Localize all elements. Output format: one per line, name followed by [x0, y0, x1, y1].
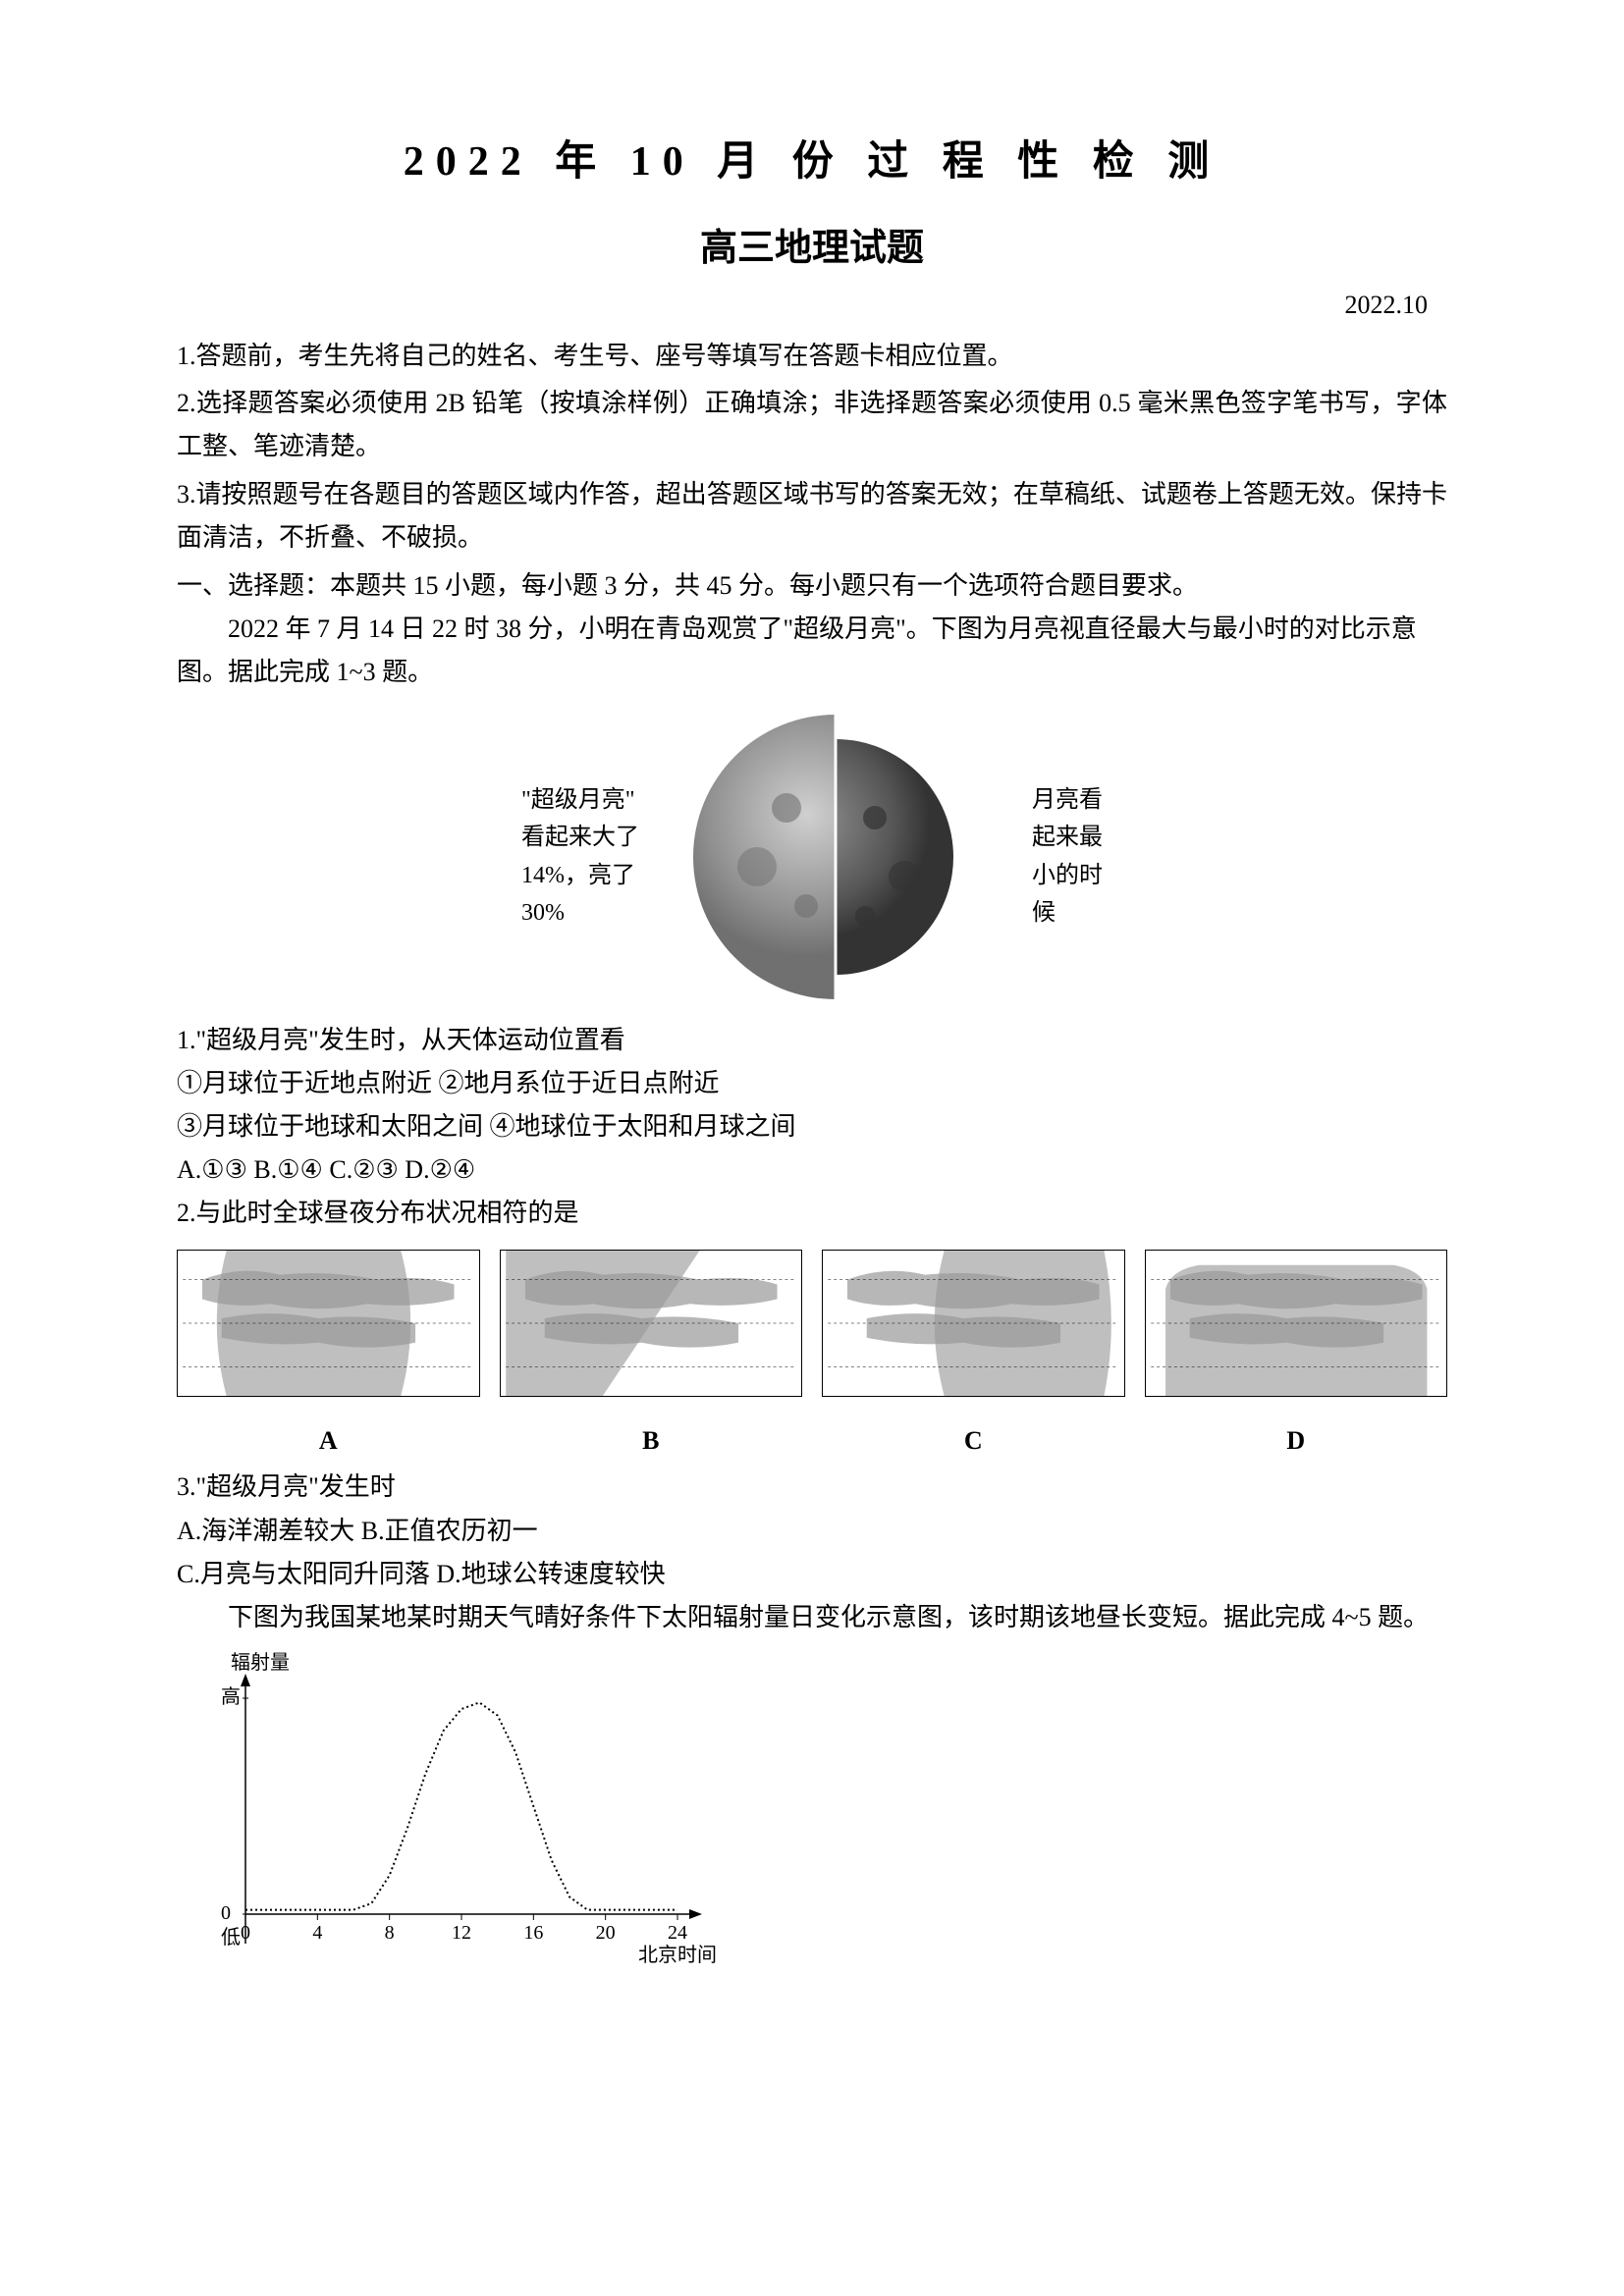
page-subtitle: 高三地理试题 — [177, 217, 1447, 271]
instruction-1: 1.答题前，考生先将自己的姓名、考生号、座号等填写在答题卡相应位置。 — [177, 335, 1447, 378]
chart-yhigh: 高 — [221, 1685, 241, 1708]
radiation-chart-svg: 辐射量 高 0 低 0 4 8 12 16 20 24 北京时间 — [177, 1649, 717, 1983]
q1-stem: 1."超级月亮"发生时，从天体运动位置看 — [177, 1019, 1447, 1062]
moon-right-line1: 月亮看 — [1032, 781, 1103, 819]
moon-right-line2: 起来最 — [1032, 819, 1103, 856]
moon-left-line1: "超级月亮" — [521, 781, 639, 819]
map-a-label: A — [177, 1426, 480, 1456]
moon-diagram-svg — [659, 710, 1012, 1004]
map-c-svg — [822, 1250, 1125, 1397]
page-title: 2022 年 10 月 份 过 程 性 检 测 — [177, 128, 1447, 187]
passage-2: 下图为我国某地某时期天气晴好条件下太阳辐射量日变化示意图，该时期该地昼长变短。据… — [177, 1596, 1447, 1639]
maps-row: A B C — [177, 1250, 1447, 1456]
radiation-chart: 辐射量 高 0 低 0 4 8 12 16 20 24 北京时间 — [177, 1649, 1447, 1988]
map-d-label: D — [1145, 1426, 1448, 1456]
map-a: A — [177, 1250, 480, 1456]
exam-date: 2022.10 — [177, 291, 1447, 320]
q3-stem: 3."超级月亮"发生时 — [177, 1466, 1447, 1509]
map-c: C — [822, 1250, 1125, 1456]
svg-text:8: 8 — [385, 1922, 395, 1944]
q2-stem: 2.与此时全球昼夜分布状况相符的是 — [177, 1192, 1447, 1235]
passage-1: 2022 年 7 月 14 日 22 时 38 分，小明在青岛观赏了"超级月亮"… — [177, 608, 1447, 694]
moon-left-line2: 看起来大了 — [521, 819, 639, 856]
instruction-2: 2.选择题答案必须使用 2B 铅笔（按填涂样例）正确填涂；非选择题答案必须使用 … — [177, 382, 1447, 468]
map-d: D — [1145, 1250, 1448, 1456]
q3-options-2: C.月亮与太阳同升同落 D.地球公转速度较快 — [177, 1553, 1447, 1596]
chart-xlabel: 北京时间 — [638, 1944, 717, 1966]
svg-text:12: 12 — [452, 1922, 471, 1944]
moon-right-line3: 小的时 — [1032, 857, 1103, 894]
q1-options: A.①③ B.①④ C.②③ D.②④ — [177, 1148, 1447, 1192]
svg-text:16: 16 — [523, 1922, 543, 1944]
moon-left-line3: 14%，亮了 — [521, 857, 639, 894]
svg-text:4: 4 — [312, 1922, 322, 1944]
section-1-header: 一、选择题：本题共 15 小题，每小题 3 分，共 45 分。每小题只有一个选项… — [177, 564, 1447, 608]
map-b-svg — [500, 1250, 803, 1397]
moon-figure: "超级月亮" 看起来大了 14%，亮了 30% — [177, 710, 1447, 1004]
moon-left-line4: 30% — [521, 894, 639, 932]
q3-options-1: A.海洋潮差较大 B.正值农历初一 — [177, 1510, 1447, 1553]
map-c-label: C — [822, 1426, 1125, 1456]
chart-yzero: 0 — [221, 1902, 231, 1924]
svg-text:24: 24 — [668, 1922, 687, 1944]
chart-ylow: 低 — [221, 1926, 241, 1949]
instruction-3: 3.请按照题号在各题目的答题区域内作答，超出答题区域书写的答案无效；在草稿纸、试… — [177, 473, 1447, 560]
q1-item1: ①月球位于近地点附近 ②地月系位于近日点附近 — [177, 1062, 1447, 1105]
map-b-label: B — [500, 1426, 803, 1456]
chart-ylabel: 辐射量 — [231, 1651, 290, 1674]
map-d-svg — [1145, 1250, 1448, 1397]
map-a-svg — [177, 1250, 480, 1397]
moon-left-label: "超级月亮" 看起来大了 14%，亮了 30% — [521, 781, 639, 933]
moon-right-label: 月亮看 起来最 小的时 候 — [1032, 781, 1103, 933]
map-b: B — [500, 1250, 803, 1456]
svg-text:0: 0 — [241, 1922, 250, 1944]
moon-right-line4: 候 — [1032, 894, 1103, 932]
svg-text:20: 20 — [596, 1922, 616, 1944]
q1-item2: ③月球位于地球和太阳之间 ④地球位于太阳和月球之间 — [177, 1105, 1447, 1148]
